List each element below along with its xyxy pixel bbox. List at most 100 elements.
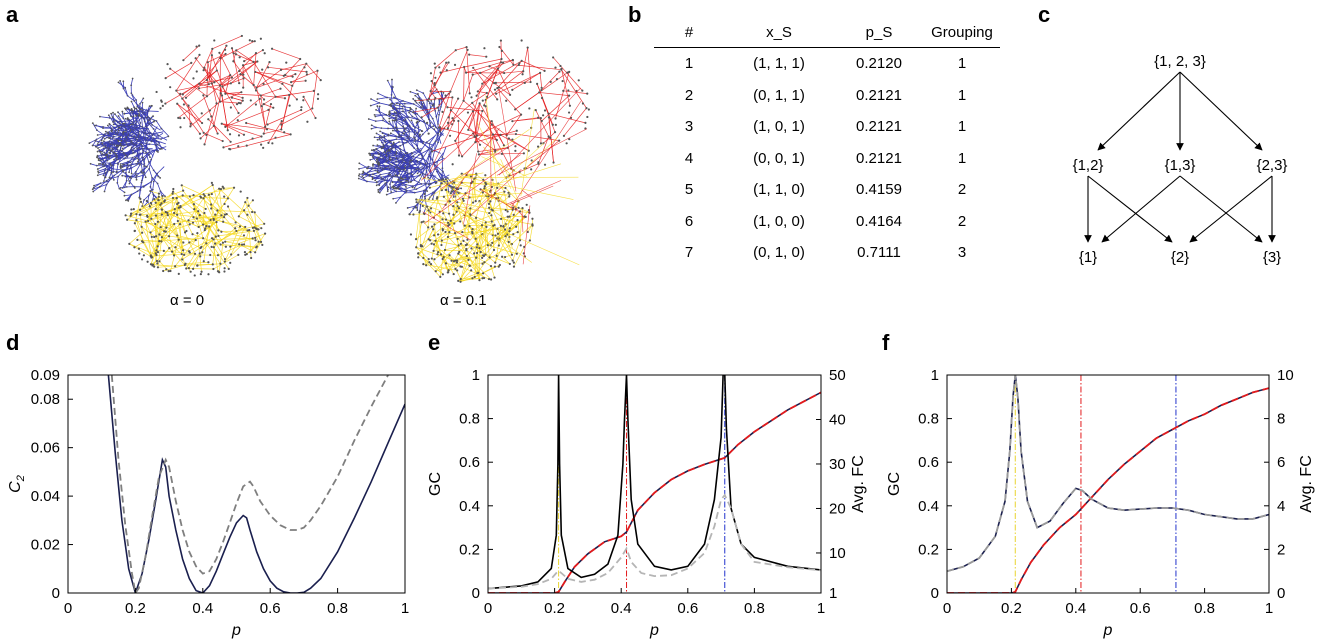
y2-tick-label: 50 bbox=[829, 367, 846, 384]
panel-letter-e: e bbox=[428, 330, 441, 355]
plot-frame bbox=[487, 374, 822, 594]
y-tick-label: 0.09 bbox=[31, 367, 60, 384]
y2-tick-label: 0 bbox=[1277, 585, 1285, 602]
series-line-1 bbox=[107, 375, 405, 593]
x-tick-label: 0 bbox=[484, 600, 492, 617]
y-tick-label: 0.8 bbox=[918, 411, 939, 428]
y-tick-label: 0.2 bbox=[918, 541, 939, 558]
cell-index: 7 bbox=[684, 244, 694, 262]
table-row: 7 (0, 1, 0) 0.7111 3 bbox=[654, 237, 1000, 269]
cell-grouping: 3 bbox=[957, 244, 967, 262]
y2-tick-label: 10 bbox=[829, 545, 846, 562]
series-line-2 bbox=[110, 375, 389, 593]
table-header-grouping: Grouping bbox=[924, 20, 1000, 48]
table-header-ps: p_S bbox=[834, 20, 924, 48]
panel-letter-b: b bbox=[628, 2, 642, 27]
cell-grouping: 1 bbox=[957, 149, 967, 167]
x-tick-label: 0.2 bbox=[544, 600, 565, 617]
series-line-3 bbox=[947, 375, 1269, 572]
cell-ps: 0.7111 bbox=[857, 244, 901, 262]
panel-letter-a: a bbox=[6, 2, 19, 27]
x-tick-label: 0.6 bbox=[1130, 600, 1151, 617]
x-tick-label: 1 bbox=[401, 600, 409, 617]
y-tick-label: 0 bbox=[472, 585, 480, 602]
table-row: 4 (0, 0, 1) 0.2121 1 bbox=[654, 143, 1000, 175]
cell-ps: 0.2121 bbox=[856, 149, 902, 167]
y-tick-label: 0.6 bbox=[918, 454, 939, 471]
panel-letter-f: f bbox=[882, 330, 890, 355]
caption-alpha-0: α = 0 bbox=[170, 292, 205, 309]
x-tick-label: 0.4 bbox=[1065, 600, 1086, 617]
x-tick-label: 0.8 bbox=[744, 600, 765, 617]
y-tick-label: 0 bbox=[931, 585, 939, 602]
x-tick-label: 0 bbox=[64, 600, 72, 617]
chart-d-c2: 0 0.2 0.4 0.6 0.8 1 0 0.02 0.04 0.06 0.08 0.09 p C2 bbox=[7, 367, 409, 639]
cell-grouping: 1 bbox=[957, 118, 967, 136]
lattice-node-123: {1, 2, 3} bbox=[1154, 53, 1206, 70]
cell-index: 4 bbox=[684, 149, 694, 167]
cell-grouping: 1 bbox=[957, 86, 967, 104]
cell-xs: (1, 1, 1) bbox=[753, 55, 805, 73]
cell-xs: (0, 1, 0) bbox=[753, 244, 805, 262]
x-tick-label: 1 bbox=[1265, 600, 1273, 617]
y-tick-label: 0.4 bbox=[918, 498, 939, 515]
series-line-3 bbox=[488, 375, 821, 590]
y-axis-label: C2 bbox=[7, 475, 27, 493]
lattice-arrow bbox=[1097, 71, 1181, 151]
lattice-node-3: {3} bbox=[1263, 249, 1281, 266]
lattice-node-23: {2,3} bbox=[1257, 157, 1288, 174]
table-row: 3 (1, 0, 1) 0.2121 1 bbox=[654, 111, 1000, 143]
series-line-4 bbox=[947, 375, 1269, 573]
series-line-2 bbox=[488, 391, 821, 593]
table-header-index: # bbox=[654, 20, 724, 48]
table-row: 1 (1, 1, 1) 0.2120 1 bbox=[654, 48, 1000, 80]
series-line-4 bbox=[488, 493, 821, 590]
y-tick-label: 0.6 bbox=[459, 454, 480, 471]
y2-axis-label: Avg. FC bbox=[1298, 455, 1315, 513]
lattice-arrow bbox=[1179, 71, 1263, 151]
lattice-arrow bbox=[1189, 175, 1273, 243]
table-row: 6 (1, 0, 0) 0.4164 2 bbox=[654, 206, 1000, 238]
network-drawings bbox=[88, 34, 590, 283]
y2-tick-label: 10 bbox=[1277, 367, 1294, 384]
lattice-arrow bbox=[1101, 175, 1181, 243]
cell-grouping: 1 bbox=[957, 55, 967, 73]
table-header-xs: x_S bbox=[724, 20, 834, 48]
x-axis-label: p bbox=[649, 622, 659, 639]
y2-tick-label: 6 bbox=[1277, 454, 1285, 471]
y-tick-label: 0.06 bbox=[31, 440, 60, 457]
x-tick-label: 0.6 bbox=[260, 600, 281, 617]
cell-xs: (1, 1, 0) bbox=[753, 181, 805, 199]
plot-frame bbox=[946, 374, 1270, 594]
x-tick-label: 0.6 bbox=[677, 600, 698, 617]
lattice-node-12: {1,2} bbox=[1073, 157, 1104, 174]
y2-tick-label: 4 bbox=[1277, 498, 1285, 515]
x-axis-label: p bbox=[1103, 622, 1113, 639]
x-tick-label: 0.2 bbox=[1001, 600, 1022, 617]
x-axis-label: p bbox=[231, 622, 241, 639]
y-tick-label: 1 bbox=[931, 367, 939, 384]
x-tick-label: 0 bbox=[943, 600, 951, 617]
cell-grouping: 2 bbox=[957, 212, 967, 230]
subset-lattice: {1, 2, 3} {1,2} {1,3} {2,3} {1} {2} {3} bbox=[1073, 53, 1288, 266]
cell-xs: (0, 1, 1) bbox=[753, 86, 805, 104]
cell-ps: 0.2120 bbox=[856, 55, 902, 73]
cell-index: 2 bbox=[684, 86, 694, 104]
y2-tick-label: 40 bbox=[829, 411, 846, 428]
cell-ps: 0.4164 bbox=[856, 212, 902, 230]
y2-tick-label: 30 bbox=[829, 456, 846, 473]
lattice-node-13: {1,3} bbox=[1165, 157, 1196, 174]
cell-index: 6 bbox=[684, 212, 694, 230]
y2-tick-label: 20 bbox=[829, 500, 846, 517]
cell-xs: (1, 0, 1) bbox=[753, 118, 805, 136]
y-tick-label: 0.4 bbox=[459, 498, 480, 515]
network-alpha-0 bbox=[88, 34, 322, 277]
y-tick-label: 1 bbox=[472, 367, 480, 384]
y-tick-label: 0.8 bbox=[459, 411, 480, 428]
y2-tick-label: 1 bbox=[829, 585, 837, 602]
plot-frame bbox=[67, 374, 406, 594]
x-tick-label: 1 bbox=[817, 600, 825, 617]
y2-axis-label: Avg. FC bbox=[850, 455, 867, 513]
caption-alpha-0-1: α = 0.1 bbox=[440, 292, 487, 309]
